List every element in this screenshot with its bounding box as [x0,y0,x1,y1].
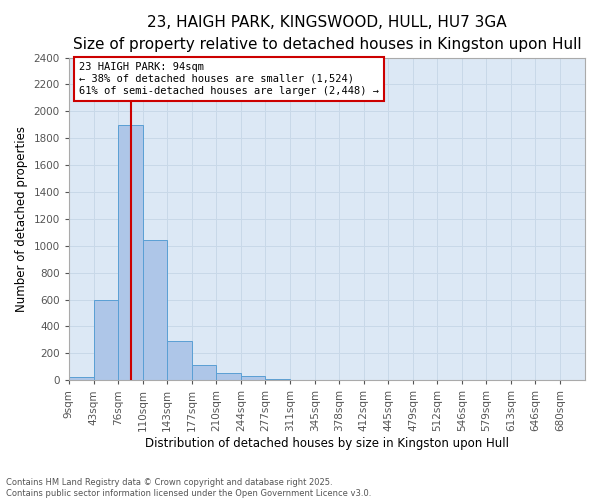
Bar [216,373,241,380]
Title: 23, HAIGH PARK, KINGSWOOD, HULL, HU7 3GA
Size of property relative to detached h: 23, HAIGH PARK, KINGSWOOD, HULL, HU7 3GA… [73,15,581,52]
X-axis label: Distribution of detached houses by size in Kingston upon Hull: Distribution of detached houses by size … [145,437,509,450]
Bar [143,240,167,380]
Bar [94,300,118,380]
Y-axis label: Number of detached properties: Number of detached properties [15,126,28,312]
Bar [69,377,94,380]
Bar [192,365,216,380]
Bar [265,379,290,380]
Bar [167,340,192,380]
Bar [118,125,143,380]
Text: 23 HAIGH PARK: 94sqm
← 38% of detached houses are smaller (1,524)
61% of semi-de: 23 HAIGH PARK: 94sqm ← 38% of detached h… [79,62,379,96]
Text: Contains HM Land Registry data © Crown copyright and database right 2025.
Contai: Contains HM Land Registry data © Crown c… [6,478,371,498]
Bar [241,376,265,380]
